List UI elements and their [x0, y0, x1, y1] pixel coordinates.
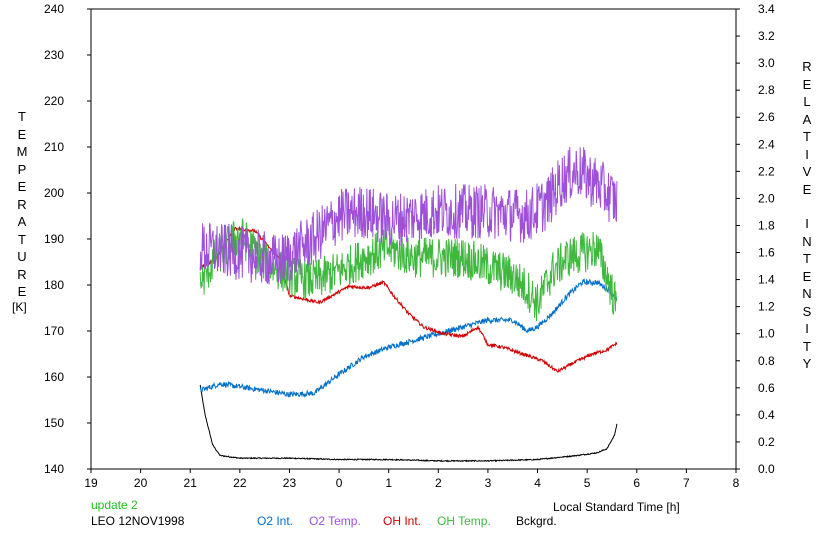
y-right-label-letter: T [803, 129, 811, 144]
y-left-label-letter: E [17, 284, 27, 299]
y-left-label-letter: R [17, 196, 27, 212]
y-right-tick-label: 3.2 [758, 29, 775, 43]
y-left-label-letter: T [18, 231, 26, 247]
y-right-tick-label: 2.6 [758, 110, 775, 124]
x-tick-label: 1 [385, 476, 392, 490]
y-right-label-letter: S [802, 303, 812, 319]
y-left-tick-label: 190 [44, 232, 64, 246]
update-note: update 2 [91, 498, 138, 512]
y-left-tick-label: 230 [44, 48, 64, 62]
y-left-unit: [K] [12, 300, 27, 314]
plot-area [90, 8, 737, 470]
series-layer [199, 146, 618, 463]
legend-bckgrd: Bckgrd. [516, 514, 557, 528]
y-right-label-gap [797, 198, 817, 215]
y-right-label-letter: I [805, 146, 809, 162]
y-left-label-letter: T [18, 109, 26, 124]
y-left-label-letter: P [17, 161, 27, 177]
y-left-label-letter: E [17, 179, 27, 194]
x-tick-label: 22 [233, 476, 247, 490]
y-right-label-letter: T [803, 338, 811, 354]
series-line [199, 277, 618, 398]
y-right-label-letter: T [803, 251, 811, 266]
y-right-label-letter: I [805, 216, 809, 231]
legend-oh-temp: OH Temp. [437, 514, 491, 528]
y-right-label-letter: R [802, 59, 812, 74]
y-right-label-letter: A [802, 111, 812, 127]
series-line [199, 146, 618, 285]
series-line [199, 225, 618, 373]
legend-oh-int: OH Int. [383, 514, 422, 528]
x-axis-label: Local Standard Time [h] [553, 500, 680, 514]
y-right-label-letter: I [805, 321, 809, 336]
y-right-tick-label: 1.2 [758, 300, 775, 314]
x-tick-label: 0 [336, 476, 343, 490]
x-tick-label: 23 [283, 476, 297, 490]
y-right-label-letter: V [802, 164, 812, 179]
y-right-label-letter: Y [802, 356, 812, 371]
y-right-label-letter: E [802, 268, 812, 284]
y-left-tick-label: 210 [44, 140, 64, 154]
y-right-tick-label: 0.6 [758, 381, 775, 395]
y-left-tick-label: 160 [44, 370, 64, 384]
y-right-tick-label: 3.4 [758, 2, 775, 16]
x-tick-label: 3 [485, 476, 492, 490]
y-left-label-letter: E [17, 126, 27, 142]
x-tick-label: 5 [584, 476, 591, 490]
y-left-label-letter: A [17, 214, 27, 229]
y-right-tick-label: 2.0 [758, 191, 775, 205]
y-left-label-letter: R [17, 266, 27, 282]
y-right-tick-label: 2.8 [758, 83, 775, 97]
y-left-tick-label: 140 [44, 462, 64, 476]
y-right-tick-label: 0.4 [758, 408, 775, 422]
y-left-label-letter: M [16, 144, 28, 159]
y-right-tick-label: 1.4 [758, 273, 775, 287]
y-right-tick-label: 2.4 [758, 137, 775, 151]
y-right-tick-label: 1.6 [758, 246, 775, 260]
y-left-tick-label: 170 [44, 324, 64, 338]
x-tick-label: 6 [633, 476, 640, 490]
y-left-tick-label: 150 [44, 416, 64, 430]
x-tick-label: 8 [733, 476, 740, 490]
plot-frame [90, 8, 737, 470]
y-left-tick-label: 180 [44, 278, 64, 292]
y-right-tick-label: 3.0 [758, 56, 775, 70]
y-left-tick-label: 220 [44, 94, 64, 108]
legend-o2-int: O2 Int. [257, 514, 294, 528]
legend-o2-temp: O2 Temp. [309, 514, 361, 528]
y-right-label-letter: L [803, 94, 811, 109]
y-right-tick-label: 0.2 [758, 435, 775, 449]
y-left-tick-label: 200 [44, 186, 64, 200]
y-right-tick-label: 0.8 [758, 354, 775, 368]
y-right-label-letter: E [802, 181, 812, 197]
x-tick-label: 21 [184, 476, 198, 490]
tick-layer: 19 20 21 22 23 0 1 2 3 4 5 6 7 8140150160170180190200… [44, 2, 775, 490]
series-line [199, 384, 618, 463]
x-tick-label: 19 [84, 476, 98, 490]
x-tick-label: 2 [435, 476, 442, 490]
y-right-label-letter: E [802, 76, 812, 92]
x-tick-label: 20 [134, 476, 148, 490]
y-right-tick-label: 2.2 [758, 164, 775, 178]
y-right-tick-label: 1.0 [758, 327, 775, 341]
y-right-label-letter: N [802, 286, 812, 301]
y-right-label-letter: N [802, 233, 812, 249]
y-left-tick-label: 240 [44, 2, 64, 16]
y-right-tick-label: 0.0 [758, 462, 775, 476]
x-tick-label: 7 [683, 476, 690, 490]
y-left-label-letter: U [17, 249, 27, 264]
station-note: LEO 12NOV1998 [91, 514, 185, 528]
y-right-tick-label: 1.8 [758, 218, 775, 232]
x-tick-label: 4 [534, 476, 541, 490]
